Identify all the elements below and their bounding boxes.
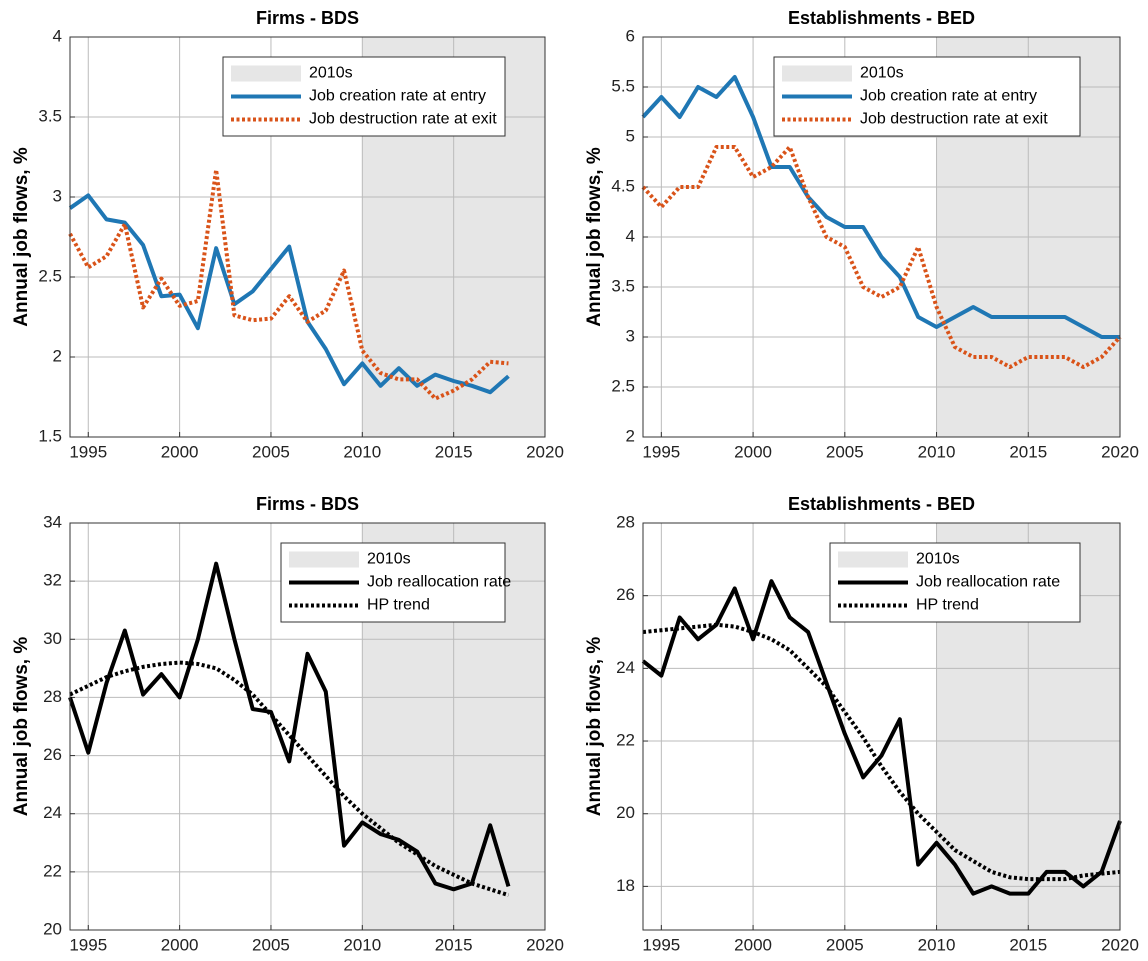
y-tick-label: 18 bbox=[616, 876, 635, 895]
x-tick-label: 2010 bbox=[918, 935, 956, 954]
x-tick-label: 2020 bbox=[526, 442, 564, 461]
x-tick-label: 2000 bbox=[161, 442, 199, 461]
plot-frame bbox=[642, 36, 1121, 438]
x-tick-label: 1995 bbox=[642, 935, 680, 954]
y-tick-label: 26 bbox=[616, 585, 635, 604]
y-tick-label: 3.5 bbox=[611, 276, 635, 295]
legend-label: Job creation rate at entry bbox=[309, 88, 486, 105]
series-line bbox=[641, 145, 1122, 369]
plot-frame bbox=[69, 522, 546, 931]
x-tick-label: 2015 bbox=[435, 935, 473, 954]
series-line bbox=[642, 622, 1121, 882]
y-tick-label: 2 bbox=[53, 346, 62, 365]
x-tick-label: 2005 bbox=[252, 935, 290, 954]
panel: 1995 2000 2005 2010 2015 20202022242628303234… bbox=[11, 494, 564, 955]
y-tick-label: 24 bbox=[616, 658, 635, 677]
panel: 1995 2000 2005 2010 2015 2020 2 2.5 3 3.5 4 4.5 5 5.5… bbox=[584, 8, 1139, 462]
y-tick-label: 1.5 bbox=[38, 426, 62, 445]
series-line bbox=[641, 75, 1120, 339]
chart-title: Firms - BDS bbox=[256, 494, 359, 514]
y-axis-label: Annual job flows, % bbox=[11, 147, 32, 327]
x-tick-label: 2010 bbox=[343, 935, 381, 954]
legend-label: Job reallocation rate bbox=[367, 574, 511, 591]
y-tick-label: 3 bbox=[53, 186, 62, 205]
y-tick-label: 22 bbox=[616, 731, 635, 750]
legend-label: Job reallocation rate bbox=[916, 574, 1060, 591]
panel: 1995 2000 2005 2010 2015 2020 1.5 2 2.5 3 3.5 4 Firm… bbox=[11, 8, 564, 462]
x-tick-label: 2015 bbox=[435, 442, 473, 461]
legend-swatch bbox=[782, 65, 852, 82]
y-tick-label: 3.5 bbox=[38, 106, 62, 125]
x-tick-label: 2020 bbox=[1101, 442, 1139, 461]
plot-frame bbox=[642, 522, 1121, 931]
legend-label: Job creation rate at entry bbox=[860, 88, 1037, 105]
y-tick-label: 30 bbox=[43, 629, 62, 648]
chart-title: Firms - BDS bbox=[256, 8, 359, 28]
x-tick-label: 2010 bbox=[918, 442, 956, 461]
y-tick-label: 28 bbox=[616, 512, 635, 531]
legend-label: Job destruction rate at exit bbox=[309, 111, 497, 128]
x-tick-label: 2005 bbox=[252, 442, 290, 461]
x-tick-label: 2020 bbox=[1101, 935, 1139, 954]
x-tick-label: 2015 bbox=[1009, 935, 1047, 954]
y-tick-label: 24 bbox=[43, 803, 62, 822]
series-line bbox=[69, 660, 510, 898]
chart-title: Establishments - BED bbox=[788, 494, 975, 514]
legend-swatch bbox=[289, 551, 359, 568]
legend-swatch bbox=[838, 551, 908, 568]
x-tick-label: 2000 bbox=[734, 935, 772, 954]
legend-label: 2010s bbox=[916, 551, 960, 568]
y-tick-label: 5 bbox=[626, 126, 635, 145]
legend-label: Job destruction rate at exit bbox=[860, 111, 1048, 128]
y-tick-label: 4 bbox=[626, 226, 635, 245]
x-tick-label: 2005 bbox=[826, 442, 864, 461]
x-tick-label: 2010 bbox=[343, 442, 381, 461]
x-tick-label: 2020 bbox=[526, 935, 564, 954]
y-tick-label: 28 bbox=[43, 687, 62, 706]
y-tick-label: 22 bbox=[43, 861, 62, 880]
legend-label: HP trend bbox=[367, 597, 430, 614]
y-tick-label: 4 bbox=[53, 26, 62, 45]
x-tick-label: 2015 bbox=[1009, 442, 1047, 461]
y-tick-label: 32 bbox=[43, 571, 62, 590]
legend-label: HP trend bbox=[916, 597, 979, 614]
legend-swatch bbox=[231, 65, 301, 82]
x-tick-label: 1995 bbox=[69, 935, 107, 954]
y-tick-label: 5.5 bbox=[611, 76, 635, 95]
x-tick-label: 2005 bbox=[826, 935, 864, 954]
y-tick-label: 34 bbox=[43, 512, 62, 531]
y-tick-label: 4.5 bbox=[611, 176, 635, 195]
x-tick-label: 2000 bbox=[734, 442, 772, 461]
series-line bbox=[68, 167, 509, 401]
y-tick-label: 2 bbox=[626, 426, 635, 445]
series-line bbox=[641, 579, 1122, 896]
y-tick-label: 20 bbox=[616, 803, 635, 822]
y-tick-label: 2.5 bbox=[38, 266, 62, 285]
y-tick-label: 26 bbox=[43, 745, 62, 764]
plot-frame bbox=[69, 36, 546, 438]
y-axis-label: Annual job flows, % bbox=[11, 637, 32, 817]
y-tick-label: 6 bbox=[626, 26, 635, 45]
legend-label: 2010s bbox=[860, 65, 904, 82]
chart-title: Establishments - BED bbox=[788, 8, 975, 28]
x-tick-label: 2000 bbox=[161, 935, 199, 954]
series-line bbox=[68, 561, 511, 892]
y-tick-label: 20 bbox=[43, 919, 62, 938]
series-line bbox=[68, 193, 510, 395]
y-axis-label: Annual job flows, % bbox=[584, 637, 605, 817]
y-tick-label: 2.5 bbox=[611, 376, 635, 395]
y-axis-label: Annual job flows, % bbox=[584, 147, 605, 327]
panel: 1995 2000 2005 2010 2015 2020 18 20 22 24 26 28 Esta… bbox=[584, 494, 1139, 955]
legend-label: 2010s bbox=[309, 65, 353, 82]
x-tick-label: 1995 bbox=[642, 442, 680, 461]
legend-label: 2010s bbox=[367, 551, 411, 568]
x-tick-label: 1995 bbox=[69, 442, 107, 461]
y-tick-label: 3 bbox=[626, 326, 635, 345]
